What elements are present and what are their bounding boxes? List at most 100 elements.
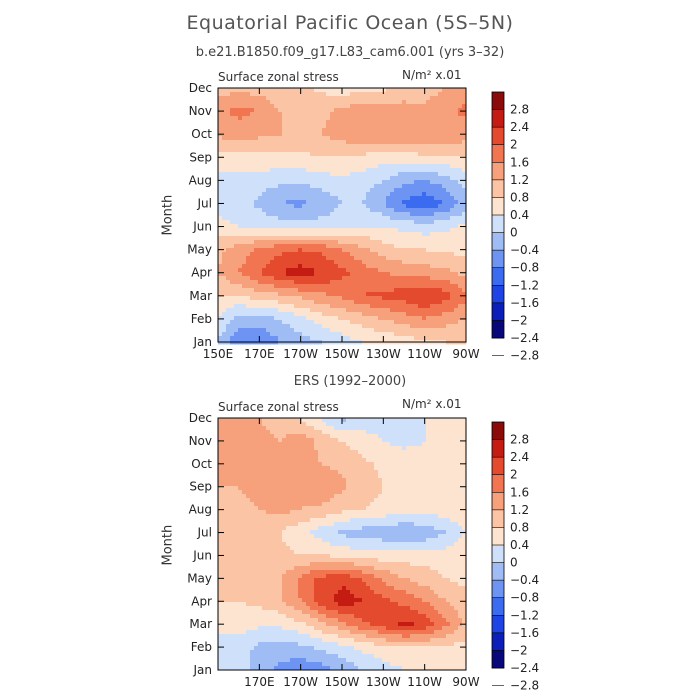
model-field-cell [310, 148, 315, 153]
model-field-cell [386, 248, 391, 253]
ers-field-cell [286, 470, 291, 475]
model-field-cell [390, 312, 395, 317]
model-field-cell [310, 152, 315, 157]
model-field-cell [282, 192, 287, 197]
model-field-cell [258, 224, 263, 229]
model-field-cell [458, 116, 463, 121]
model-field-cell [414, 264, 419, 269]
model-field-cell [386, 108, 391, 113]
model-field-cell [250, 156, 255, 161]
ers-field-cell [410, 426, 415, 431]
ers-field-cell [266, 430, 271, 435]
model-field-cell [350, 136, 355, 141]
model-field-cell [278, 240, 283, 245]
model-field-cell [402, 320, 407, 325]
ers-field-cell [402, 454, 407, 459]
model-field-cell [310, 256, 315, 261]
model-field-cell [462, 120, 467, 125]
ers-field-cell [458, 422, 463, 427]
model-field-cell [246, 316, 251, 321]
model-field-cell [454, 240, 459, 245]
model-field-cell [362, 176, 367, 181]
model-field-cell [434, 228, 439, 233]
model-field-cell [282, 224, 287, 229]
model-field-cell [290, 236, 295, 241]
model-field-cell [414, 192, 419, 197]
ers-field-cell [322, 418, 327, 423]
model-field-cell [358, 332, 363, 337]
ers-field-cell [226, 418, 231, 423]
ers-field-cell [418, 470, 423, 475]
model-field-cell [342, 220, 347, 225]
model-field-cell [434, 176, 439, 181]
ers-field-cell [382, 430, 387, 435]
model-field-cell [398, 96, 403, 101]
model-field-cell [410, 168, 415, 173]
model-field-cell [410, 308, 415, 313]
model-field-cell [438, 196, 443, 201]
model-field-cell [250, 336, 255, 341]
model-field-cell [366, 136, 371, 141]
model-field-cell [414, 88, 419, 93]
model-field-cell [426, 160, 431, 165]
ers-field-cell [374, 470, 379, 475]
model-field-cell [406, 288, 411, 293]
model-field-cell [274, 88, 279, 93]
ers-field-cell [454, 446, 459, 451]
model-field-cell [290, 316, 295, 321]
model-field-cell [406, 284, 411, 289]
ers-field-cell [362, 434, 367, 439]
model-field-cell [246, 296, 251, 301]
ers-field-cell [362, 418, 367, 423]
ers-field-cell [366, 462, 371, 467]
ers-field-cell [222, 418, 227, 423]
model-colorbar-label: 2.8 [510, 103, 529, 117]
model-field-cell [326, 216, 331, 221]
model-field-cell [334, 168, 339, 173]
model-field-cell [250, 88, 255, 93]
model-field-cell [430, 184, 435, 189]
model-field-cell [310, 304, 315, 309]
model-field-cell [314, 192, 319, 197]
model-field-cell [350, 196, 355, 201]
model-field-cell [462, 136, 467, 141]
model-field-cell [358, 220, 363, 225]
model-field-cell [406, 136, 411, 141]
model-field-cell [402, 124, 407, 129]
model-field-cell [338, 328, 343, 333]
ers-field-cell [246, 442, 251, 447]
model-colorbar-label: 0 [510, 226, 518, 240]
model-field-cell [326, 208, 331, 213]
model-field-cell [294, 240, 299, 245]
model-field-cell [378, 148, 383, 153]
model-field-cell [342, 244, 347, 249]
model-field-cell [270, 320, 275, 325]
model-field-cell [254, 92, 259, 97]
ers-field-cell [322, 470, 327, 475]
model-field-cell [398, 168, 403, 173]
model-field-cell [338, 132, 343, 137]
model-field-cell [438, 156, 443, 161]
model-field-cell [230, 156, 235, 161]
model-field-cell [410, 96, 415, 101]
model-field-cell [438, 308, 443, 313]
model-field-cell [218, 136, 223, 141]
model-field-cell [386, 220, 391, 225]
ers-field-cell [238, 474, 243, 479]
model-field-cell [246, 220, 251, 225]
model-field-cell [346, 92, 351, 97]
model-field-cell [374, 108, 379, 113]
model-field-cell [454, 292, 459, 297]
model-field-cell [386, 100, 391, 105]
model-field-cell [258, 252, 263, 257]
model-field-cell [458, 280, 463, 285]
model-field-cell [430, 284, 435, 289]
model-field-cell [430, 260, 435, 265]
ers-field-cell [294, 438, 299, 443]
model-field-cell [310, 264, 315, 269]
model-field-cell [450, 112, 455, 117]
model-field-cell [338, 232, 343, 237]
model-field-cell [322, 272, 327, 277]
model-field-cell [434, 160, 439, 165]
model-field-cell [370, 256, 375, 261]
